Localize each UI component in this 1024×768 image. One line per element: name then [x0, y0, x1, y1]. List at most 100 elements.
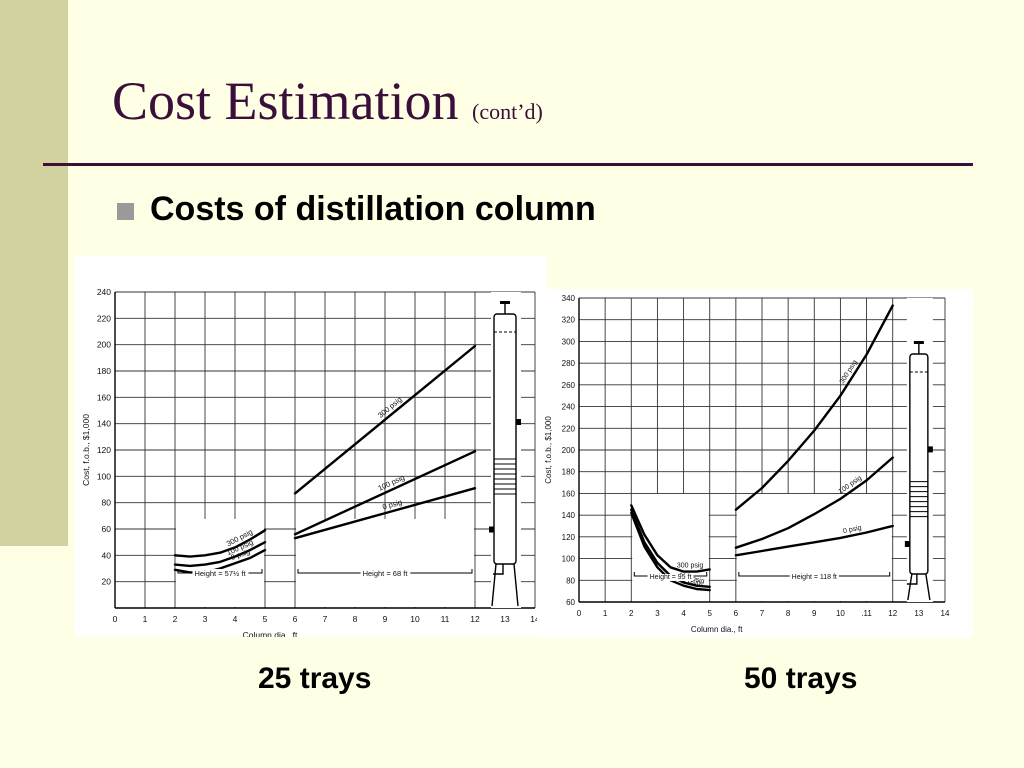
- x-tick-label: 4: [233, 614, 238, 624]
- x-axis-label: Column dia., ft: [691, 625, 743, 634]
- height-label: Height = 118 ft: [792, 574, 837, 581]
- y-tick-label: 140: [562, 511, 576, 520]
- x-tick-label: 9: [812, 609, 817, 618]
- column-cap: [500, 301, 510, 304]
- x-tick-label: 1: [603, 609, 608, 618]
- column-shell: [493, 313, 517, 565]
- y-tick-label: 260: [562, 381, 576, 390]
- column-skirt: [491, 563, 519, 607]
- x-tick-label: 10: [836, 609, 845, 618]
- y-tick-label: 40: [102, 550, 112, 560]
- series-line: [734, 456, 894, 549]
- height-label-background: [192, 569, 249, 578]
- side-band: [0, 0, 68, 546]
- x-axis-label: Column dia., ft: [243, 630, 298, 637]
- y-axis-label: Cost, f.o.b., $1,000: [544, 416, 553, 484]
- series-label: 300 psig: [677, 563, 704, 570]
- series-line: [293, 487, 477, 540]
- series-line: [734, 524, 894, 557]
- chart-25-trays: 20 40 60 80 100 120 140 160 180 200 220 240 0 1 2 3 4 5 6 7…: [75, 256, 547, 637]
- y-tick-label: 220: [562, 424, 576, 433]
- title-rule: [43, 163, 973, 166]
- y-tick-label: 320: [562, 316, 576, 325]
- series-line: [293, 344, 477, 495]
- series-label: 0 psig: [682, 576, 702, 587]
- y-tick-label: 160: [562, 489, 576, 498]
- column-nozzle: [516, 419, 521, 425]
- bullet-item: Costs of distillation column: [117, 190, 596, 229]
- region-background: [736, 494, 892, 601]
- y-tick-label: 340: [562, 294, 576, 303]
- x-tick-label: 7: [323, 614, 328, 624]
- series-line: [173, 541, 267, 568]
- x-tick-label: 14: [530, 614, 540, 624]
- region-background: [296, 519, 474, 607]
- distillation-column-icon: [489, 292, 521, 608]
- column-skirt: [907, 573, 931, 601]
- square-bullet-icon: [117, 203, 134, 220]
- x-tick-label: 12: [470, 614, 480, 624]
- column-bottom-pipe: [906, 574, 918, 585]
- y-tick-label: 240: [562, 403, 576, 412]
- x-tick-label: 2: [173, 614, 178, 624]
- caption-50-trays: 50 trays: [744, 662, 858, 695]
- x-tick-label: 0: [577, 609, 582, 618]
- y-tick-label: 120: [562, 533, 576, 542]
- x-tick-label: 3: [655, 609, 660, 618]
- y-tick-label: 100: [562, 555, 576, 564]
- y-tick-label: 60: [566, 598, 575, 607]
- y-tick-label: 120: [97, 445, 111, 455]
- x-tick-label: 12: [888, 609, 897, 618]
- y-tick-label: 180: [562, 468, 576, 477]
- x-tick-label: 2: [629, 609, 634, 618]
- chart-50-trays-svg: 6080100120140160180200220240260280300320…: [544, 294, 950, 634]
- x-tick-label: 11: [441, 614, 450, 624]
- series-line: [734, 304, 894, 511]
- column-nozzle: [489, 526, 494, 533]
- y-tick-label: 280: [562, 359, 576, 368]
- x-tick-label: 5: [263, 614, 268, 624]
- title-main: Cost Estimation: [112, 71, 459, 131]
- x-tick-label: 13: [914, 609, 923, 618]
- column-nozzle: [927, 446, 933, 453]
- height-label-background: [360, 569, 411, 578]
- chart-50-trays: 60 80 100 120 140 160 180 200 220 240 260 280 300 320…: [537, 289, 973, 638]
- x-tick-label: 10: [410, 614, 420, 624]
- height-label: Height = 57½ ft: [194, 569, 246, 578]
- x-tick-label: 14: [941, 609, 950, 618]
- column-shell: [909, 353, 929, 575]
- x-tick-label: 6: [293, 614, 298, 624]
- y-tick-label: 240: [97, 287, 111, 297]
- series-line: [293, 450, 477, 536]
- series-line: [630, 504, 711, 573]
- y-tick-label: 220: [97, 313, 111, 323]
- x-tick-label: 8: [786, 609, 791, 618]
- x-tick-label: 8: [353, 614, 358, 624]
- y-tick-label: 20: [102, 577, 112, 587]
- x-tick-label: 4: [681, 609, 686, 618]
- y-axis-label: Cost, f.o.b., $1,000: [81, 414, 91, 486]
- y-tick-label: 300: [562, 337, 576, 346]
- column-nozzle: [904, 541, 910, 547]
- y-tick-label: 100: [97, 471, 111, 481]
- y-tick-label: 200: [562, 446, 576, 455]
- y-tick-label: 180: [97, 366, 111, 376]
- x-tick-label: 0: [113, 614, 118, 624]
- series-label: 0 psig: [843, 525, 863, 536]
- x-tick-label: 7: [760, 609, 765, 618]
- x-tick-label: 3: [203, 614, 208, 624]
- height-label-background: [789, 574, 839, 581]
- x-tick-label: .11: [861, 609, 872, 618]
- x-tick-label: 1: [143, 614, 148, 624]
- slide-title: Cost Estimation (cont’d): [112, 66, 543, 147]
- x-tick-label: 5: [707, 609, 712, 618]
- y-tick-label: 160: [97, 392, 111, 402]
- height-label: Height = 68 ft: [363, 569, 409, 578]
- distillation-column-icon: [904, 298, 933, 602]
- y-tick-label: 60: [102, 524, 112, 534]
- x-tick-label: 9: [383, 614, 388, 624]
- caption-25-trays: 25 trays: [258, 662, 372, 695]
- y-tick-label: 80: [566, 576, 575, 585]
- bullet-text: Costs of distillation column: [150, 190, 596, 228]
